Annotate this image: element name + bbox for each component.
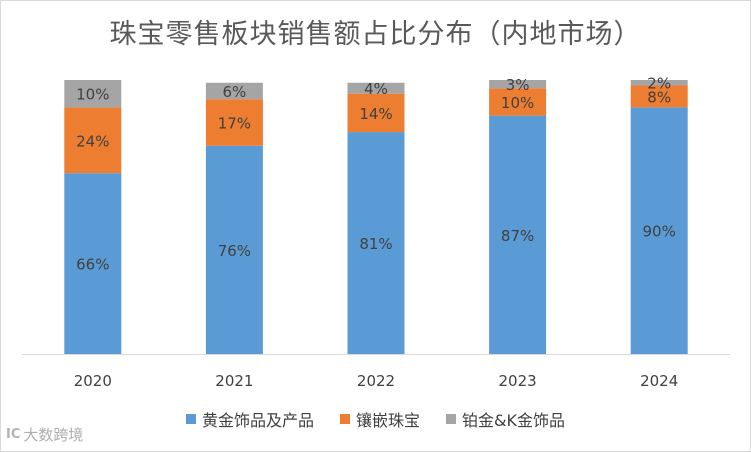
legend-item-platinum: 铂金&K金饰品 <box>446 407 565 431</box>
x-tick-label-2020: 2020 <box>74 372 112 390</box>
data-label-2022-series-2: 4% <box>364 80 388 98</box>
watermark: IC 大数跨境 <box>6 424 83 445</box>
bar-2024-series-2 <box>630 80 688 86</box>
legend-item-gold: 黄金饰品及产品 <box>185 407 314 431</box>
watermark-text: 大数跨境 <box>23 426 84 444</box>
bar-2022-series-2 <box>347 82 405 94</box>
data-label-2023-series-1: 10% <box>501 94 534 112</box>
bar-2020-series-0 <box>64 173 122 354</box>
legend-label-gold: 黄金饰品及产品 <box>201 411 314 430</box>
data-label-2024-series-2: 2% <box>647 75 671 93</box>
data-label-2021-series-0: 76% <box>218 242 251 260</box>
legend-swatch-inlaid <box>340 414 350 424</box>
bar-2024-series-0 <box>630 107 688 355</box>
legend-swatch-platinum <box>446 414 457 424</box>
x-tick-label-2022: 2022 <box>357 372 395 390</box>
x-tick-label-2021: 2021 <box>215 372 253 390</box>
bar-2023-series-1 <box>489 88 547 116</box>
bar-2020-series-2 <box>64 80 122 108</box>
chart-title: 珠宝零售板块销售额占比分布（内地市场） <box>109 19 642 50</box>
x-tick-label-2024: 2024 <box>640 372 678 390</box>
bar-2021-series-1 <box>205 99 263 146</box>
data-label-2020-series-2: 10% <box>76 86 109 104</box>
data-label-2023-series-0: 87% <box>501 227 534 245</box>
data-label-2021-series-2: 6% <box>223 83 247 101</box>
data-label-2024-series-0: 90% <box>643 223 676 241</box>
data-label-2022-series-1: 14% <box>359 105 392 123</box>
data-label-2021-series-1: 17% <box>218 114 251 132</box>
bar-2023-series-0 <box>489 115 547 355</box>
stacked-bar-chart: 66% 24% 10% 2020 76% 17% 6% 2021 81% 14% 4% 2022 87%… <box>22 75 730 390</box>
bar-2021-series-2 <box>205 82 263 100</box>
legend-label-inlaid: 镶嵌珠宝 <box>356 411 421 430</box>
legend-swatch-gold <box>185 414 196 424</box>
data-label-2023-series-2: 3% <box>506 76 530 94</box>
bar-2022-series-0 <box>347 132 405 354</box>
data-label-2024-series-1: 8% <box>647 88 671 106</box>
data-label-2022-series-0: 81% <box>359 235 392 253</box>
data-label-2020-series-0: 66% <box>76 256 109 274</box>
bar-2021-series-0 <box>205 145 263 354</box>
data-label-2020-series-1: 24% <box>76 132 109 150</box>
bar-2022-series-1 <box>347 93 405 133</box>
legend-item-inlaid: 镶嵌珠宝 <box>340 407 420 431</box>
bar-2023-series-2 <box>489 80 547 89</box>
bar-2020-series-1 <box>64 107 122 174</box>
watermark-logo: IC <box>6 427 21 442</box>
legend-label-platinum: 铂金&K金饰品 <box>462 411 565 430</box>
x-tick-label-2023: 2023 <box>499 372 537 390</box>
bar-2024-series-1 <box>630 85 688 108</box>
legend: 黄金饰品及产品 镶嵌珠宝 铂金&K金饰品 <box>0 407 751 431</box>
